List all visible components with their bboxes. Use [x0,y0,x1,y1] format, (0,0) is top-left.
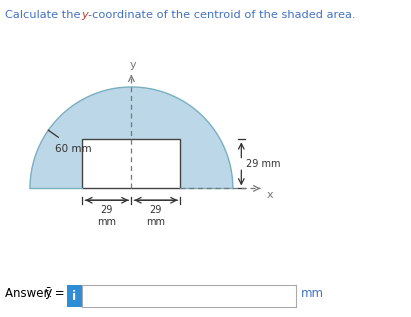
Bar [82,139,180,188]
Text: =: = [51,287,65,300]
Text: -coordinate of the centroid of the shaded area.: -coordinate of the centroid of the shade… [88,10,356,20]
Text: Calculate the: Calculate the [5,10,85,20]
Text: 60 mm: 60 mm [55,144,92,154]
Text: 29
mm: 29 mm [146,205,166,227]
Text: Answer:: Answer: [5,287,56,300]
Text: ȳ: ȳ [44,286,52,299]
Text: x: x [267,190,273,200]
Polygon shape [30,87,233,188]
Text: y: y [81,10,88,20]
Text: mm: mm [301,287,324,300]
Text: 29 mm: 29 mm [246,159,281,169]
Text: 29
mm: 29 mm [97,205,116,227]
Text: i: i [72,289,76,303]
Bar [82,139,180,188]
Text: y: y [130,60,136,70]
